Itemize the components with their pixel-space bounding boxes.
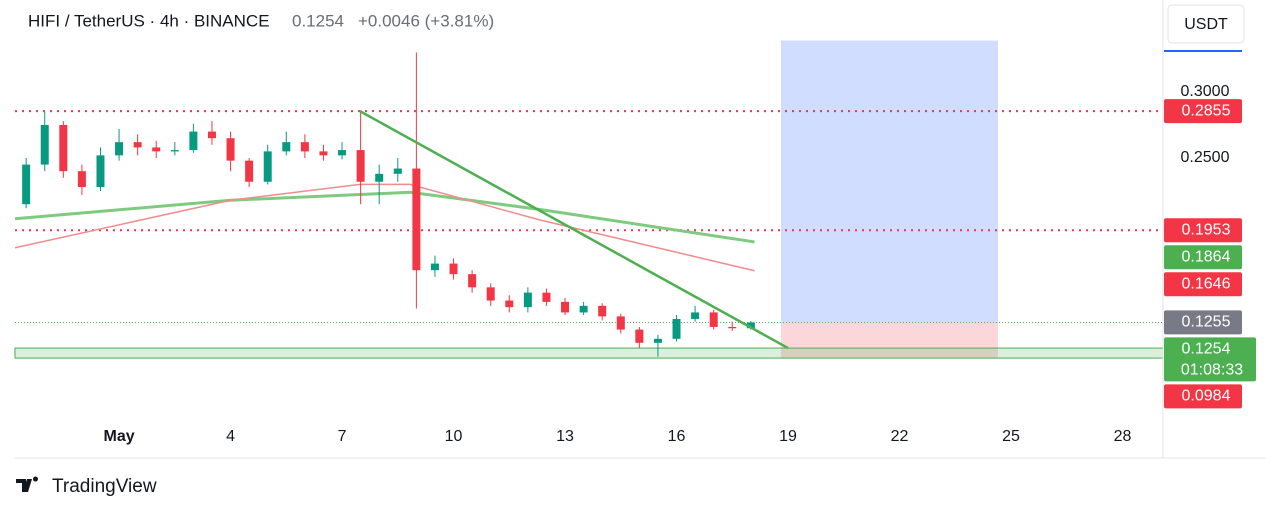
candle-body [598,305,607,317]
candle-body [96,155,105,188]
trendline [359,110,789,350]
candle-body [282,142,291,152]
candle-body [672,319,681,339]
candle-body [746,322,755,329]
y-tick-label: 0.3000 [1181,83,1230,100]
candle-body [319,151,328,156]
x-tick-label: May [103,428,134,445]
x-tick-label: 16 [668,428,686,445]
price-badge-label: 0.1864 [1182,248,1231,265]
candle-body [375,173,384,182]
candle-body [709,312,718,327]
candle-body [226,138,235,161]
candle-body [133,142,142,148]
moving-average [14,190,755,244]
x-tick-label: 4 [226,428,235,445]
candle-body [523,292,532,308]
moving-average [14,183,755,272]
price-badge-label: 0.0984 [1182,388,1231,405]
candle-body [561,301,570,313]
candle-body [59,124,68,172]
currency-label: USDT [1184,16,1228,33]
logo [16,476,38,492]
candle-body [356,150,365,182]
candle-body [635,329,644,343]
candle-body [449,263,458,275]
price-badge [1164,218,1242,243]
x-tick-label: 7 [338,428,347,445]
candle-body [152,147,161,152]
brand: TradingView [52,476,157,497]
candle-body [486,287,495,301]
plot [14,40,1164,359]
price-badge [1164,99,1242,124]
price-badge [1164,272,1242,297]
x-tick-label: 25 [1002,428,1020,445]
countdown: 01:08:33 [1181,362,1243,379]
candle-body [170,150,179,152]
x-tick-label: 19 [779,428,797,445]
price-badge [1164,337,1256,382]
candle-body [263,151,272,182]
candle-body [430,263,439,271]
candle-body [115,142,124,156]
candle-body [468,274,477,288]
candle-body [653,338,662,343]
price-badge-label: 0.1646 [1182,275,1231,292]
candle-body [338,150,347,156]
candle-body [77,171,86,188]
candle-body [579,305,588,313]
candle-body [691,312,700,320]
candle-body [189,131,198,151]
candle-body [505,300,514,308]
price-badge-label: 0.1953 [1182,221,1231,238]
symbol: HIFI / TetherUS · 4h · BINANCE [28,11,270,30]
x-tick-label: 13 [556,428,574,445]
candle-body [245,160,254,182]
stop-zone [780,322,998,359]
candle-body [22,164,31,205]
currency-button[interactable] [1167,4,1245,44]
x-tick-label: 22 [891,428,909,445]
candle-body [40,124,49,165]
x-tick-label: 10 [445,428,463,445]
y-tick-label: 0.2500 [1181,149,1230,166]
candle-body [412,168,421,271]
candle-body [300,142,309,152]
price-badge-label: 0.1255 [1182,314,1231,331]
support-zone [14,347,1164,359]
candle-body [542,292,551,302]
candle-body [393,168,402,174]
change: +0.0046 (+3.81%) [358,11,494,30]
x-tick-label: 28 [1114,428,1132,445]
price-badge [1164,310,1242,335]
price-badge-label: 0.1254 [1182,341,1231,358]
price-badge-label: 0.2855 [1182,102,1231,119]
price: 0.1254 [292,11,344,30]
target-zone [780,40,998,323]
candle-body [728,326,737,329]
price-badge [1164,384,1242,409]
candle-body [207,131,216,139]
candle-body [616,316,625,330]
price-badge [1164,245,1242,270]
